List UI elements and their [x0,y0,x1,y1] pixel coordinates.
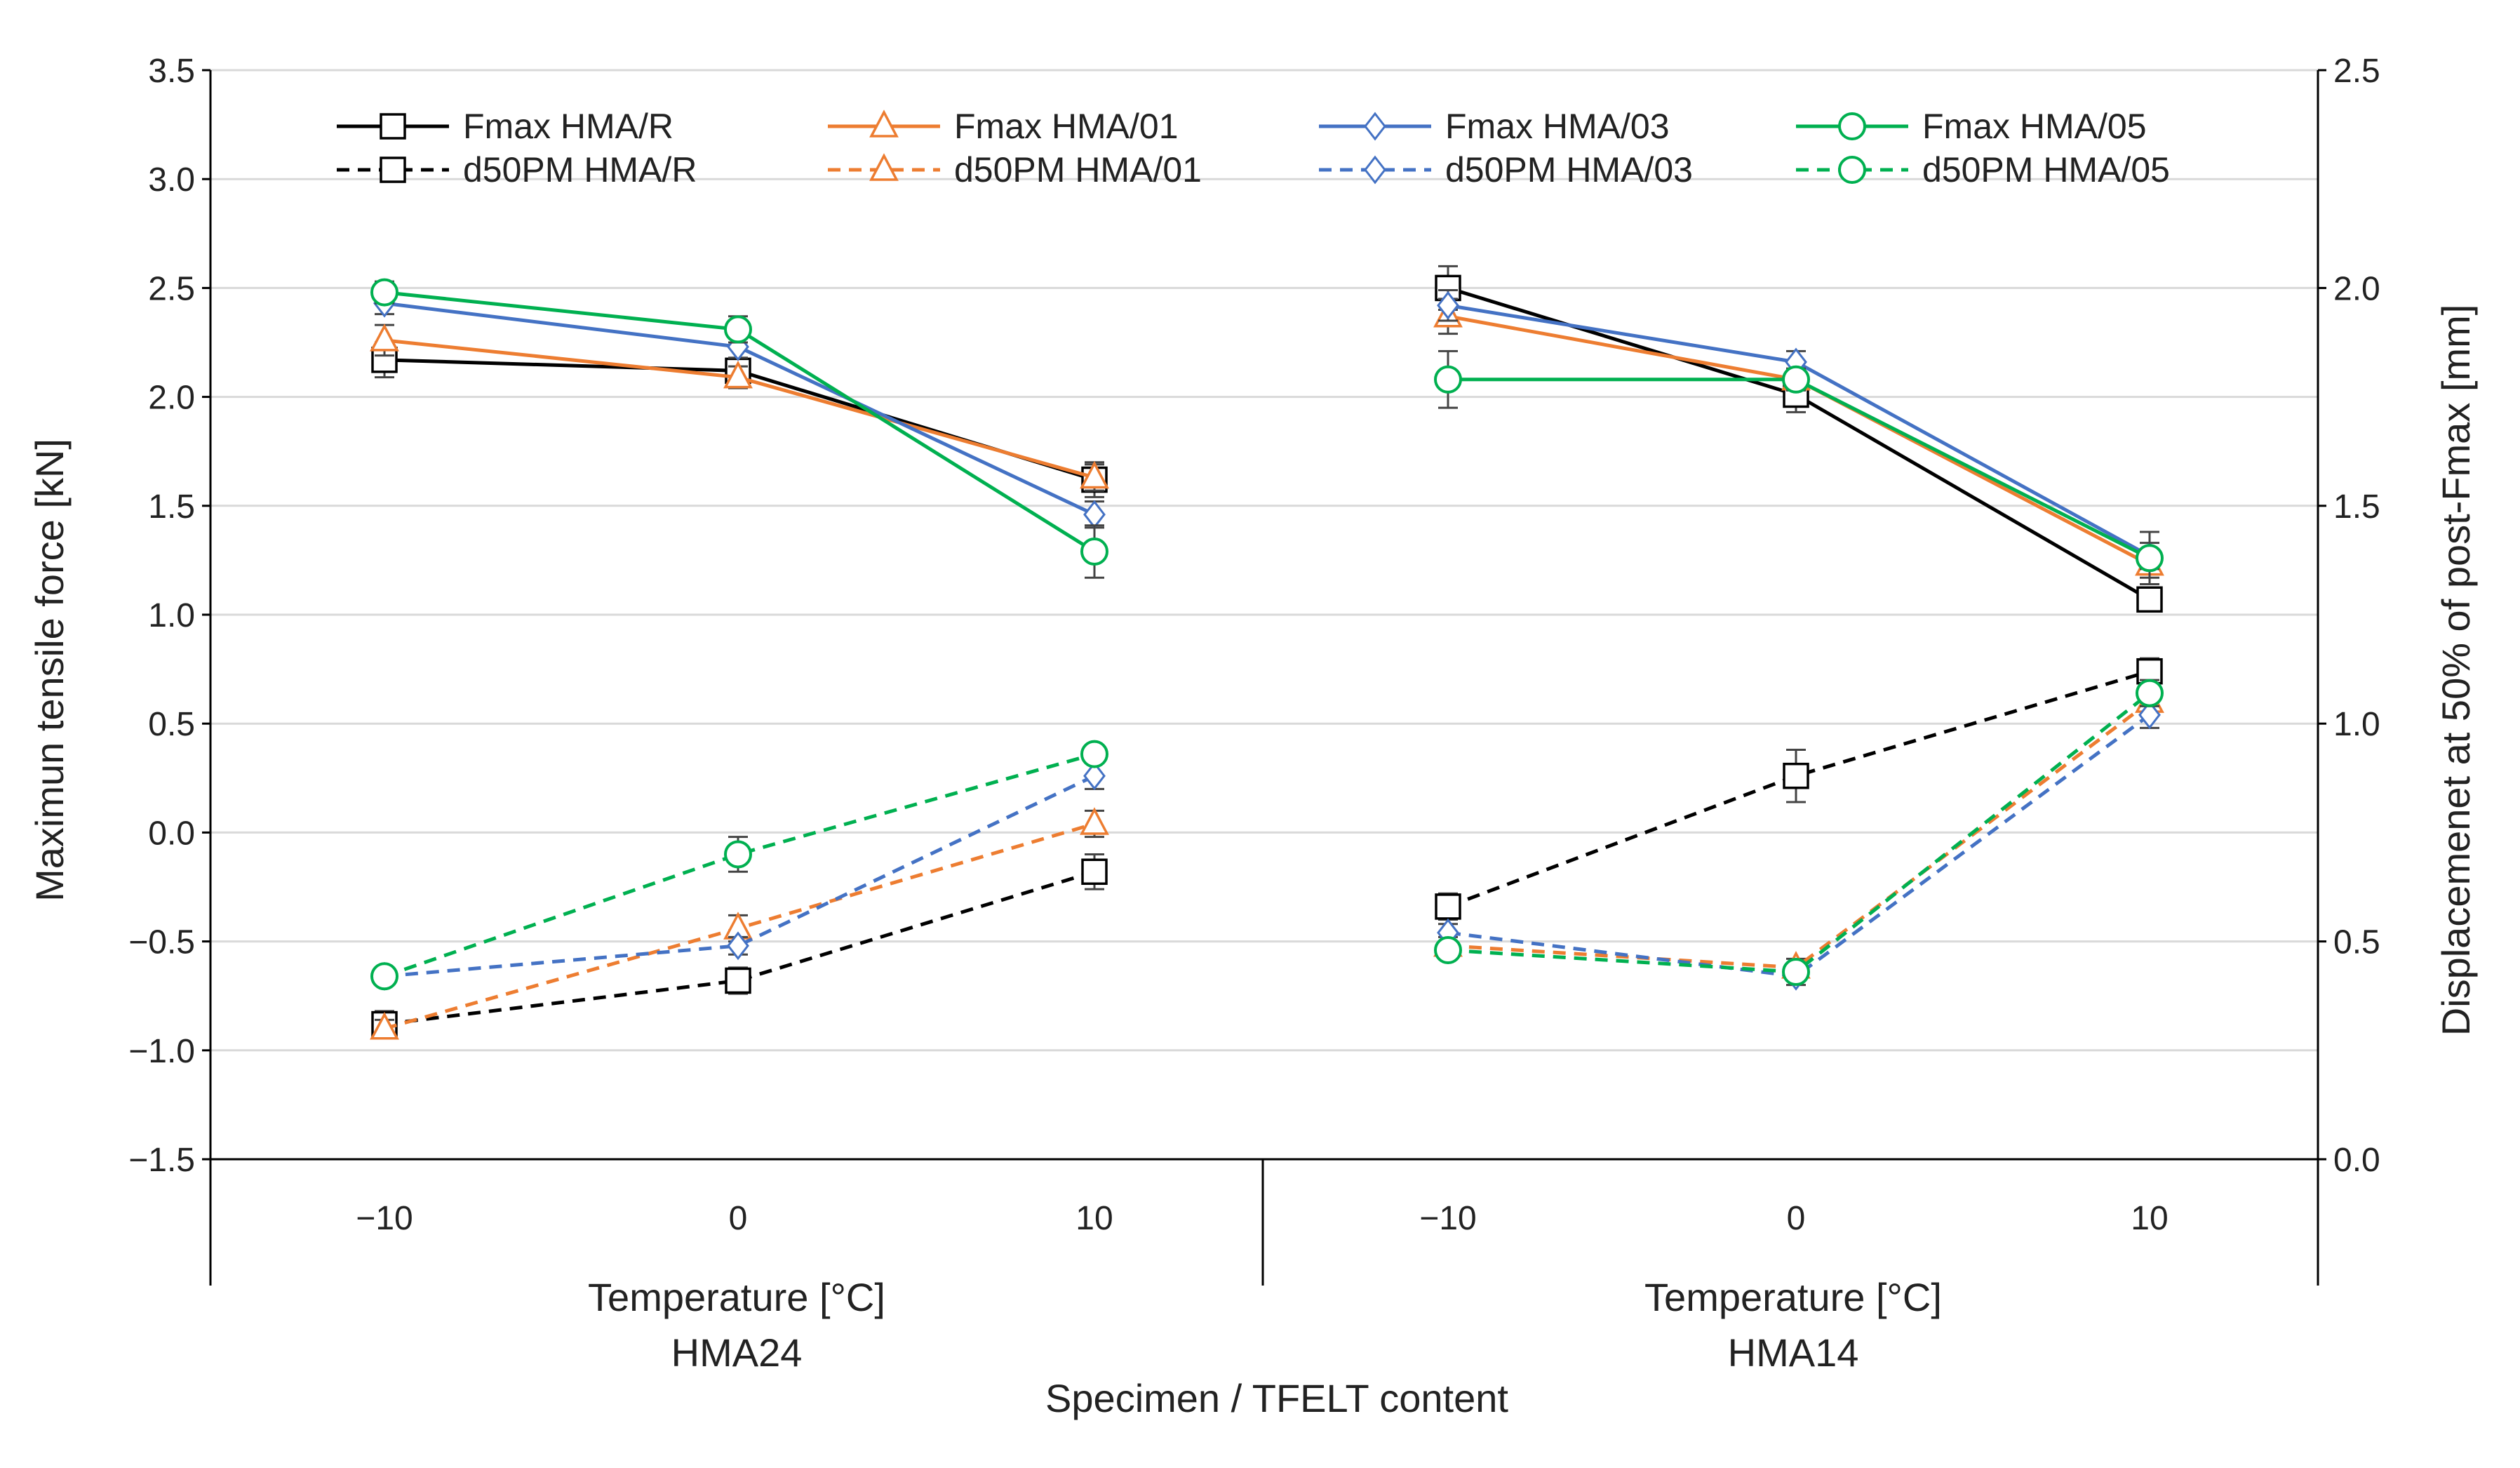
series-line [1447,669,2150,909]
data-point-triangle [1080,807,1109,835]
group-1-name: HMA24 [671,1330,803,1375]
data-point-circle [1434,365,1462,394]
group-2-axis-label: Temperature [°C] [1644,1275,1942,1319]
y-tick-label-right: 2.0 [2333,270,2380,307]
data-point-triangle [723,360,753,389]
data-point-circle [370,962,398,991]
data-point-square [1783,762,1809,789]
data-point-square [1435,893,1461,920]
data-point-square [2136,586,2163,613]
y-tick-label-left: 2.5 [148,270,195,307]
data-point-circle [1080,740,1108,768]
data-point-circle [1782,958,1810,987]
series-line [384,752,1095,978]
series-line [384,774,1096,978]
legend-label: Fmax HMA/05 [1922,107,2147,146]
y-tick-label-left: 0.0 [148,815,195,852]
y-tick-label-left: 1.0 [148,597,195,634]
legend-label: d50PM HMA/R [463,150,697,189]
legend-item: d50PM HMA/R [337,150,697,189]
data-point-square [380,113,406,140]
legend-label: d50PM HMA/01 [954,150,1202,189]
x-tick-label: 0 [1787,1200,1806,1237]
legend-label: Fmax HMA/03 [1445,107,1670,146]
data-point-triangle [370,1012,399,1040]
data-point-circle [2136,679,2164,707]
data-point-circle [724,840,752,869]
group-1-axis-label: Temperature [°C] [588,1275,885,1319]
data-point-diamond [1364,112,1386,141]
y-tick-label-left: 2.0 [148,380,195,417]
y-tick-label-left: −1.0 [128,1033,195,1070]
data-point-triangle [1080,460,1109,489]
group-2-name: HMA14 [1728,1330,1859,1375]
y-tick-label-left: 0.5 [148,706,195,743]
gridlines [210,69,2318,1052]
y-tick-label-right: 0.5 [2333,924,2380,961]
x-tick-label: 0 [729,1200,748,1237]
data-point-circle [1434,936,1462,965]
legend-label: d50PM HMA/05 [1922,150,2170,189]
data-point-triangle [869,153,899,181]
data-point-triangle [869,109,899,138]
legend-label: Fmax HMA/01 [954,107,1179,146]
x-axis-title: Specimen / TFELT content [1045,1376,1508,1420]
data-point-circle [1838,156,1866,184]
data-point-square [725,967,751,994]
data-point-circle [1080,537,1108,566]
data-point-circle [2136,544,2164,573]
data-point-circle [1782,365,1810,394]
data-point-diamond [1364,155,1386,185]
y-axis-title-left: Maximun tensile force [kN] [27,439,72,902]
x-tick-label: −10 [356,1200,413,1237]
y-tick-label-left: 1.5 [148,488,195,526]
data-point-diamond [1437,291,1459,320]
legend: Fmax HMA/R Fmax HMA/01 Fmax HMA/03 Fmax HMA… [337,107,2170,189]
legend-item: Fmax HMA/05 [1796,107,2147,146]
legend-item: Fmax HMA/03 [1319,107,1670,146]
data-point-circle [724,315,752,344]
series-line [1447,713,2151,978]
data-point-square [380,156,406,183]
labels: Maximun tensile force [kN] Displacemenet… [27,305,2478,1420]
series-8 [370,679,2164,991]
legend-item: d50PM HMA/03 [1319,150,1693,189]
data-point-diamond [727,931,749,961]
y-axis-title-right: Displacemenet at 50% of post-Fmax [mm] [2434,305,2478,1036]
y-tick-label-left: −0.5 [128,924,195,961]
x-tick-label: 10 [2131,1200,2168,1237]
data-point-triangle [370,323,399,352]
legend-item: Fmax HMA/01 [828,107,1179,146]
series-4 [370,278,2164,586]
data-point-diamond [1083,761,1106,791]
legend-item: d50PM HMA/05 [1796,150,2170,189]
data-point-circle [370,278,398,307]
y-tick-label-right: 2.5 [2333,53,2380,90]
data-point-circle [1838,112,1866,140]
legend-label: Fmax HMA/R [463,107,673,146]
y-tick-label-left: 3.0 [148,161,195,199]
x-tick-label: 10 [1075,1200,1113,1237]
y-tick-label-right: 1.0 [2333,706,2380,743]
y-tick-label-right: 1.5 [2333,488,2380,526]
data-point-diamond [2138,700,2161,730]
legend-item: Fmax HMA/R [337,107,673,146]
series-layer [370,265,2164,1040]
axes: −1.5 −1.0 −0.5 0.0 0.5 1.0 1.5 2.0 2.5 3.0 3.5 0.0 0… [128,53,2380,1286]
y-tick-label-left: 3.5 [148,53,195,90]
y-tick-label-right: 0.0 [2333,1142,2380,1179]
y-tick-label-left: −1.5 [128,1142,195,1179]
data-point-square [1081,858,1108,886]
x-tick-label: −10 [1419,1200,1476,1237]
legend-item: d50PM HMA/01 [828,150,1202,189]
legend-label: d50PM HMA/03 [1445,150,1693,189]
